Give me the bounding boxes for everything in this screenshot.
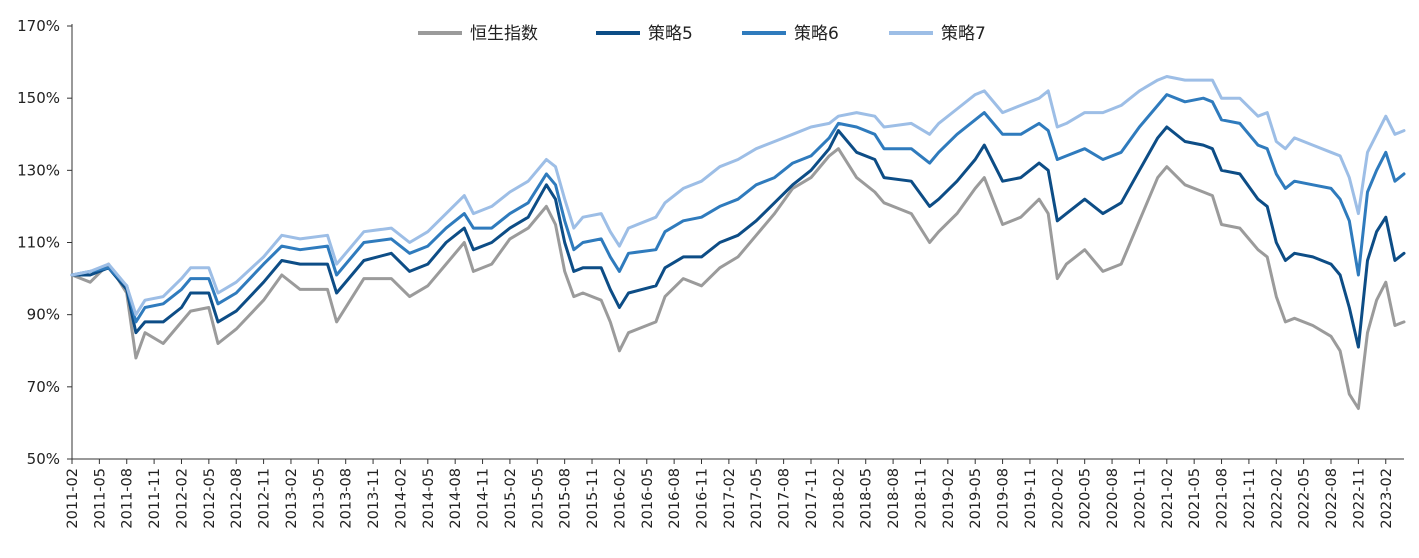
x-tick-label: 2011-08 (120, 468, 136, 529)
x-tick-label: 2018-11 (913, 468, 929, 529)
x-tick-label: 2015-05 (530, 468, 546, 529)
x-tick-label: 2016-02 (612, 468, 628, 529)
x-tick-label: 2021-05 (1187, 468, 1203, 529)
y-tick-label: 50% (27, 450, 60, 468)
x-tick-label: 2014-02 (393, 468, 409, 529)
x-tick-label: 2018-02 (831, 468, 847, 529)
x-tick-label: 2023-02 (1379, 468, 1395, 529)
series-line-3 (70, 93, 1406, 324)
x-tick-label: 2022-02 (1269, 468, 1285, 529)
y-tick-label: 170% (17, 17, 60, 35)
x-tick-label: 2011-05 (92, 468, 108, 529)
x-tick-label: 2020-11 (1132, 468, 1148, 529)
y-tick-label: 70% (27, 378, 60, 396)
x-tick-label: 2014-11 (476, 468, 492, 529)
x-tick-label: 2019-08 (996, 468, 1012, 529)
legend: 恒生指数 策略5 策略6 策略7 (418, 24, 986, 44)
x-tick-label: 2017-11 (804, 468, 820, 529)
x-tick-label: 2020-05 (1078, 468, 1094, 529)
y-axis: 50% 70% 90% 110% 130% 150% 170% (17, 17, 73, 468)
x-tick-label: 2018-05 (859, 468, 875, 529)
legend-label-4: 策略7 (941, 24, 986, 44)
x-tick-label: 2019-11 (1023, 468, 1039, 529)
legend-label-2: 策略5 (648, 24, 693, 44)
x-tick-label: 2012-11 (257, 468, 273, 529)
x-tick-label: 2017-02 (722, 468, 738, 529)
x-tick-label: 2012-08 (229, 468, 245, 529)
x-tick-label: 2015-02 (503, 468, 519, 529)
x-tick-label: 2019-05 (968, 468, 984, 529)
x-tick-label: 2018-08 (886, 468, 902, 529)
y-tick-label: 90% (27, 306, 60, 324)
series-line-4 (70, 75, 1406, 317)
x-tick-label: 2012-02 (174, 468, 190, 529)
x-axis: 2011-02 2011-05 2011-08 2011-11 2012-02 2012-… (65, 458, 1404, 529)
x-tick-label: 2014-05 (421, 468, 437, 529)
x-tick-label: 2021-08 (1215, 468, 1231, 529)
x-tick-label: 2013-05 (311, 468, 327, 529)
legend-label-1: 恒生指数 (470, 24, 538, 44)
x-tick-label: 2012-05 (202, 468, 218, 529)
x-tick-label: 2013-02 (284, 468, 300, 529)
x-tick-label: 2013-11 (366, 468, 382, 529)
x-tick-label: 2011-02 (65, 468, 81, 529)
x-tick-label: 2020-02 (1050, 468, 1066, 529)
x-tick-label: 2015-08 (558, 468, 574, 529)
series-line-2 (70, 125, 1406, 349)
y-tick-label: 150% (17, 89, 60, 107)
x-tick-label: 2022-08 (1324, 468, 1340, 529)
x-tick-label: 2022-05 (1297, 468, 1313, 529)
x-tick-label: 2021-11 (1242, 468, 1258, 529)
y-tick-label: 130% (17, 161, 60, 179)
x-tick-label: 2013-08 (339, 468, 355, 529)
y-tick-label: 110% (17, 234, 60, 252)
x-tick-label: 2019-02 (941, 468, 957, 529)
x-tick-label: 2011-11 (147, 468, 163, 529)
legend-label-3: 策略6 (794, 24, 839, 44)
plot-lines (70, 75, 1406, 410)
x-tick-label: 2016-05 (640, 468, 656, 529)
x-tick-label: 2017-05 (749, 468, 765, 529)
x-tick-label: 2022-11 (1351, 468, 1367, 529)
x-tick-label: 2014-08 (448, 468, 464, 529)
x-tick-label: 2017-08 (777, 468, 793, 529)
x-tick-label: 2016-11 (695, 468, 711, 529)
x-tick-label: 2020-08 (1105, 468, 1121, 529)
x-tick-label: 2021-02 (1160, 468, 1176, 529)
x-tick-label: 2016-08 (667, 468, 683, 529)
series-line-1 (70, 147, 1406, 410)
x-tick-label: 2015-11 (585, 468, 601, 529)
